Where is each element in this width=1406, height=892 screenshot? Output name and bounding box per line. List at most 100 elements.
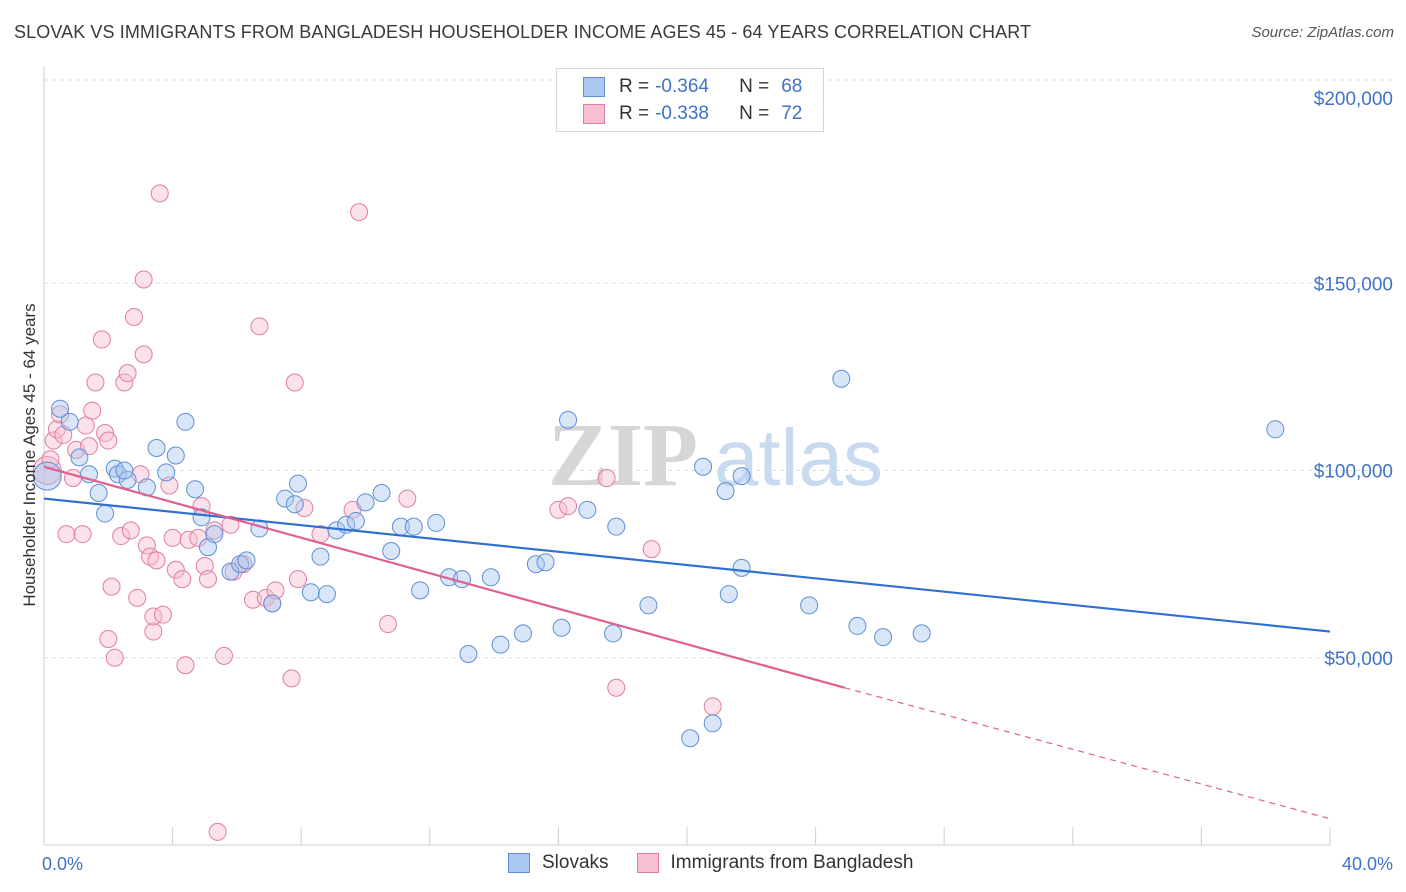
legend-r-label: R =	[619, 103, 650, 124]
legend-r-value: -0.364	[655, 76, 709, 97]
point-slovaks	[912, 624, 931, 643]
point-bangladesh	[115, 373, 134, 392]
point-slovaks	[70, 448, 89, 467]
legend-label-bangladesh: Immigrants from Bangladesh	[670, 852, 914, 873]
legend-item-slovaks[interactable]: Slovaks	[508, 852, 609, 874]
legend-label-slovaks: Slovaks	[542, 852, 609, 873]
point-bangladesh	[83, 401, 102, 420]
point-bangladesh	[54, 425, 73, 444]
point-bangladesh	[173, 570, 192, 589]
point-bangladesh	[221, 515, 240, 534]
point-slovaks	[176, 412, 195, 431]
point-slovaks	[276, 489, 295, 508]
point-slovaks	[166, 446, 185, 465]
point-bangladesh	[215, 646, 234, 665]
point-bangladesh	[134, 270, 153, 289]
point-slovaks	[96, 504, 115, 523]
point-slovaks	[221, 562, 240, 581]
point-slovaks	[89, 483, 108, 502]
point-slovaks	[536, 553, 555, 572]
point-bangladesh	[112, 527, 131, 546]
point-bangladesh	[51, 405, 70, 424]
point-bangladesh	[102, 577, 121, 596]
point-bangladesh	[121, 521, 140, 540]
point-bangladesh	[559, 497, 578, 516]
point-bangladesh	[597, 468, 616, 487]
point-bangladesh	[198, 570, 217, 589]
series-legend: Slovaks Immigrants from Bangladesh	[508, 852, 941, 874]
point-bangladesh	[137, 536, 156, 555]
point-slovaks	[285, 495, 304, 514]
point-bangladesh	[99, 630, 118, 649]
point-bangladesh	[92, 330, 111, 349]
point-bangladesh	[250, 317, 269, 336]
point-bangladesh	[44, 431, 63, 450]
point-bangladesh	[128, 588, 147, 607]
point-slovaks	[719, 585, 738, 604]
point-bangladesh	[208, 822, 227, 841]
point-slovaks	[874, 628, 893, 647]
point-bangladesh	[150, 184, 169, 203]
watermark-atlas: atlas	[714, 413, 883, 502]
point-bangladesh	[73, 525, 92, 544]
point-bangladesh	[295, 498, 314, 517]
point-bangladesh	[166, 560, 185, 579]
point-bangladesh	[99, 431, 118, 450]
chart-title: SLOVAK VS IMMIGRANTS FROM BANGLADESH HOU…	[14, 22, 1032, 42]
point-slovaks	[459, 645, 478, 664]
point-bangladesh	[607, 678, 626, 697]
x-tick-label-min: 0.0%	[42, 854, 83, 874]
series-bangladesh-points	[32, 184, 722, 841]
point-bangladesh	[288, 570, 307, 589]
watermark: ZIP atlas	[548, 406, 883, 505]
series-slovaks-points	[32, 369, 1285, 748]
point-bangladesh	[205, 521, 224, 540]
point-bangladesh	[642, 540, 661, 559]
point-slovaks	[115, 461, 134, 480]
point-slovaks	[372, 483, 391, 502]
trend-line-slovaks	[43, 497, 1331, 633]
point-slovaks	[301, 583, 320, 602]
point-slovaks	[552, 618, 571, 637]
point-slovaks	[311, 547, 330, 566]
point-bangladesh	[163, 528, 182, 547]
point-slovaks	[192, 508, 211, 527]
point-slovaks	[732, 558, 751, 577]
point-bangladesh	[379, 615, 398, 634]
point-slovaks	[481, 568, 500, 587]
point-slovaks	[607, 517, 626, 536]
point-slovaks	[404, 517, 423, 536]
legend-swatch-bangladesh	[636, 853, 659, 873]
point-slovaks	[559, 410, 578, 429]
trend-line-bangladesh-extrapolated	[844, 687, 1331, 820]
point-slovaks	[848, 616, 867, 635]
point-bangladesh	[144, 622, 163, 641]
point-slovaks	[205, 525, 224, 544]
y-tick-label: $200,000	[1314, 89, 1393, 110]
point-bangladesh	[549, 500, 568, 519]
y-tick-label: $100,000	[1314, 462, 1393, 483]
point-slovaks	[800, 596, 819, 615]
point-bangladesh	[105, 648, 124, 667]
point-bangladesh	[350, 203, 369, 222]
legend-row-bangladesh: R = -0.338 N = 72	[583, 101, 802, 127]
point-bangladesh	[285, 373, 304, 392]
point-slovaks	[263, 594, 282, 613]
legend-row-slovaks: R = -0.364 N = 68	[583, 74, 802, 100]
point-bangladesh	[703, 697, 722, 716]
point-slovaks	[118, 470, 137, 489]
point-slovaks	[452, 570, 471, 589]
legend-r-label: R =	[619, 76, 650, 97]
point-bangladesh	[118, 364, 137, 383]
legend-swatch-bangladesh	[583, 104, 605, 124]
legend-item-bangladesh[interactable]: Immigrants from Bangladesh	[636, 852, 914, 874]
point-bangladesh	[176, 656, 195, 675]
point-bangladesh	[57, 525, 76, 544]
point-slovaks	[681, 729, 700, 748]
point-slovaks	[411, 581, 430, 600]
point-bangladesh	[153, 605, 172, 624]
point-bangladesh	[76, 416, 95, 435]
legend-n-label: N =	[739, 103, 770, 124]
point-slovaks	[237, 551, 256, 570]
point-slovaks	[51, 399, 70, 418]
